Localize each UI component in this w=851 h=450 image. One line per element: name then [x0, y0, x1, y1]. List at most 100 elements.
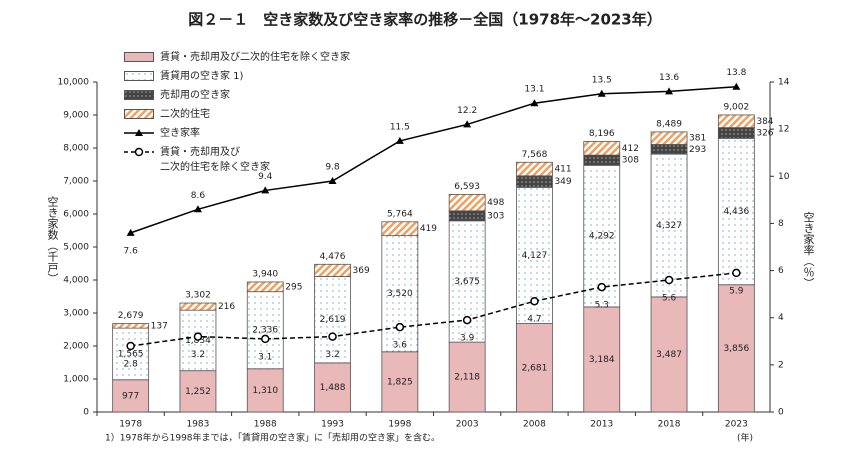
bar-segment: [516, 161, 553, 177]
legend-swatch: [124, 52, 154, 62]
bar-segment: [246, 281, 284, 293]
line-label: 7.6: [123, 246, 138, 256]
bar-label: 381: [689, 134, 706, 144]
marker: [261, 186, 270, 194]
x-tick-label: 1983: [186, 420, 209, 430]
total-label: 8,489: [656, 119, 682, 129]
y-axis-title: 空き家数（千戸）: [46, 195, 59, 284]
bar-segment: [314, 362, 351, 413]
bar-label: 2,336: [252, 326, 278, 336]
line-label: 5.9: [729, 286, 744, 296]
y2-tick-label: 0: [778, 408, 784, 418]
bar-label: 384: [756, 117, 773, 127]
line: [130, 85, 737, 234]
legend-swatch: [124, 147, 154, 157]
line-label: 3.9: [460, 334, 475, 344]
y2-tick-label: 14: [778, 78, 790, 88]
y-tick-label: 4,000: [63, 276, 89, 286]
bar-segment: [179, 302, 217, 311]
bar-label: 2,118: [454, 373, 480, 383]
bar-segment: [516, 323, 553, 413]
marker: [328, 177, 337, 184]
legend-swatch: [124, 109, 154, 119]
line-label: 4.7: [527, 315, 541, 325]
bar-label: 1,565: [118, 349, 144, 359]
bar-label: 369: [353, 266, 370, 276]
y2-tick-label: 6: [778, 266, 784, 276]
bar-label: 2,681: [522, 363, 548, 373]
bar-label: 326: [756, 128, 773, 138]
legend-item: 賃貸・売却用及び 二次的住宅を除く空き家: [124, 145, 350, 173]
legend-item: 賃貸・売却用及び二次的住宅を除く空き家: [124, 50, 350, 69]
y2-tick-label: 8: [778, 219, 784, 229]
x-tick-label: 1998: [388, 420, 411, 430]
bar-label: 3,184: [589, 355, 615, 365]
marker: [530, 99, 539, 107]
marker: [126, 228, 135, 236]
legend-swatch: [124, 129, 154, 136]
bar-label: 295: [285, 282, 302, 292]
total-label: 7,568: [522, 150, 548, 160]
bar-segment: [314, 263, 351, 277]
line-label: 3.1: [258, 352, 272, 362]
y-tick-label: 5,000: [63, 243, 89, 253]
marker: [193, 205, 202, 213]
y-tick-label: 3,000: [63, 309, 89, 319]
bar-segment: [516, 175, 553, 188]
bar-label: 3,520: [387, 289, 413, 299]
marker: [328, 332, 337, 341]
legend-item: 賃貸用の空き家 1): [124, 69, 350, 88]
bar-label: 308: [622, 156, 639, 166]
legend-label: 賃貸用の空き家 1): [160, 71, 244, 82]
bar-label: 4,127: [522, 251, 548, 261]
line-label: 8.6: [191, 191, 206, 201]
line-label: 3.2: [191, 350, 205, 360]
bar-label: 137: [151, 321, 168, 331]
marker: [530, 296, 539, 306]
bar-segment: [717, 284, 755, 413]
bar-label: 977: [122, 391, 139, 401]
bar-segment: [246, 291, 284, 370]
bar-label: 1,825: [387, 377, 413, 387]
y-tick-label: 10,000: [58, 78, 90, 88]
marker: [462, 315, 472, 325]
total-label: 4,476: [320, 252, 346, 262]
bar-label: 349: [554, 177, 571, 187]
chart-title: 図２－１ 空き家数及び空き家率の推移－全国（1978年～2023年）: [188, 11, 662, 29]
line-label: 9.4: [258, 172, 273, 182]
y2-tick-label: 4: [778, 313, 784, 323]
bar-segment: [112, 323, 150, 329]
marker: [732, 268, 741, 278]
bar-segment: [583, 306, 621, 413]
line-label: 5.3: [595, 301, 609, 311]
bar-segment: [314, 276, 351, 364]
x-unit: (年): [737, 432, 753, 444]
legend-item: 空き家率: [124, 126, 350, 145]
bar-segment: [650, 131, 688, 145]
marker: [193, 332, 203, 341]
legend-label: 二次的住宅: [160, 109, 210, 120]
line-label: 13.1: [524, 85, 544, 95]
marker: [597, 282, 606, 292]
footnote: 1）1978年から1998年までは，「賃貸用の空き家」に「売却用の空き家」を含む…: [105, 432, 440, 444]
legend-item: 売却用の空き家: [124, 88, 350, 107]
line-label: 11.5: [390, 122, 410, 132]
line-label: 2.8: [123, 360, 138, 370]
total-label: 5,764: [387, 209, 413, 219]
x-tick-label: 1988: [254, 420, 277, 430]
legend-label: 賃貸・売却用及び 二次的住宅を除く空き家: [160, 147, 270, 173]
bar-segment: [650, 144, 688, 155]
line-label: 12.2: [457, 106, 477, 116]
bar-label: 1,252: [185, 387, 211, 397]
line-label: 13.6: [659, 73, 679, 83]
total-label: 3,302: [185, 291, 211, 301]
y-tick-label: 0: [83, 408, 89, 418]
bar-label: 2,619: [320, 315, 346, 325]
bar-label: 1,834: [185, 336, 211, 346]
bar-segment: [650, 296, 688, 413]
marker: [126, 341, 135, 351]
y-tick-label: 1,000: [63, 375, 89, 385]
marker: [463, 120, 472, 128]
